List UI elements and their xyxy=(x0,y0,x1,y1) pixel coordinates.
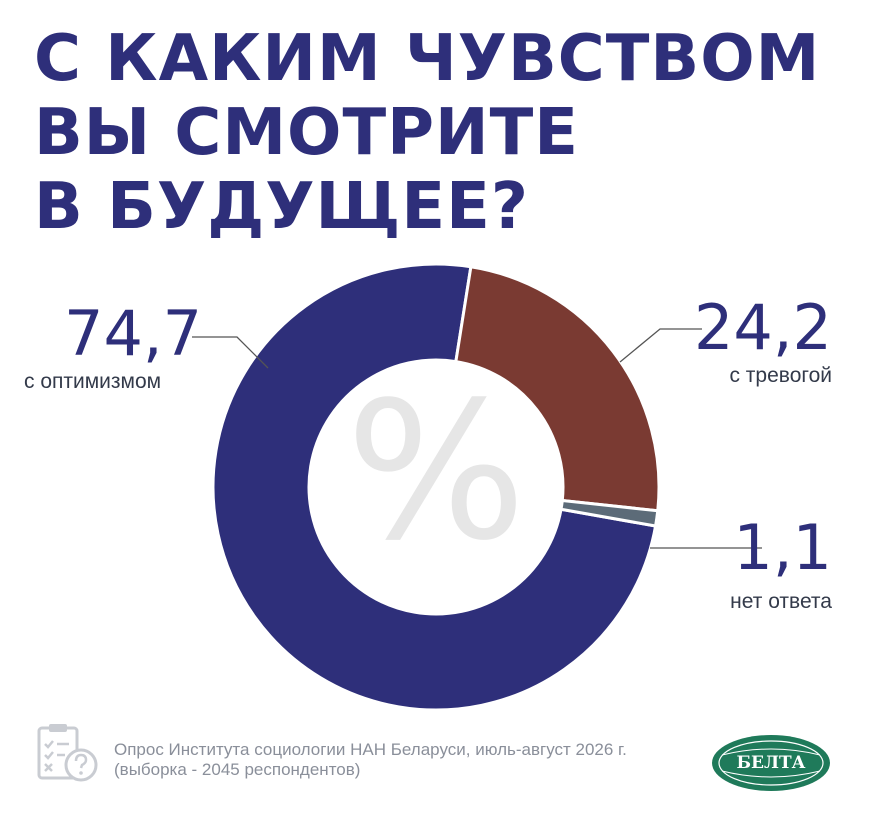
label-anxiety: с тревогой xyxy=(729,364,832,387)
leader-line-anxiety xyxy=(619,328,702,363)
title-line-2: ВЫ СМОТРИТЕ xyxy=(34,96,579,170)
survey-source-note: Опрос Института социологии НАН Беларуси,… xyxy=(114,740,627,780)
value-optimism: 74,7 xyxy=(64,297,203,370)
label-optimism: с оптимизмом xyxy=(24,370,162,393)
center-percent-label: % xyxy=(346,361,527,582)
title-line-1: С КАКИМ ЧУВСТВОМ xyxy=(34,22,821,96)
value-anxiety: 24,2 xyxy=(693,291,832,364)
slice-anxiety xyxy=(454,265,661,513)
survey-source-line-1: Опрос Института социологии НАН Беларуси,… xyxy=(114,740,627,759)
value-no-answer: 1,1 xyxy=(733,511,832,584)
label-no-answer: нет ответа xyxy=(730,590,832,613)
survey-clipboard-icon xyxy=(37,724,98,782)
slice-no-answer xyxy=(559,498,660,528)
belta-logo: БЕЛТА xyxy=(712,735,830,791)
survey-source-line-2: (выборка - 2045 респондентов) xyxy=(114,760,361,779)
page-title: С КАКИМ ЧУВСТВОМ ВЫ СМОТРИТЕ В БУДУЩЕЕ? xyxy=(34,22,820,244)
title-line-3: В БУДУЩЕЕ? xyxy=(34,170,529,244)
leader-line-optimism xyxy=(192,336,269,369)
slice-optimism xyxy=(211,262,658,712)
logo-text: БЕЛТА xyxy=(736,753,805,773)
